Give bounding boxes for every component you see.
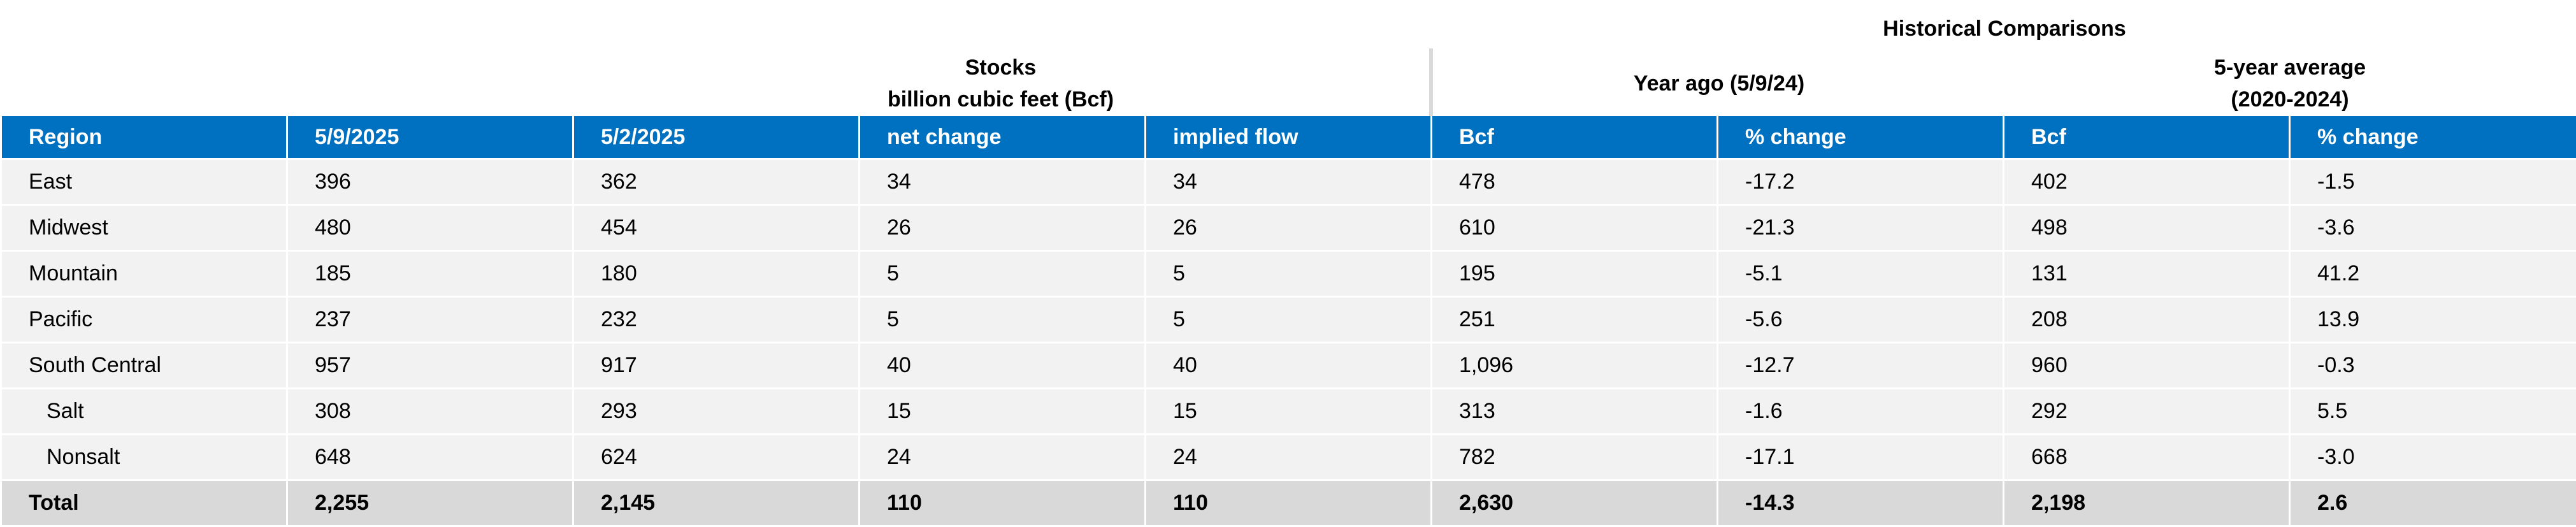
value-cell: 648: [287, 435, 573, 480]
value-cell: 180: [573, 251, 860, 297]
table-row: Salt 308 293 15 15 313 -1.6 292 5.5: [1, 389, 2576, 435]
region-cell: Midwest: [1, 205, 287, 251]
table-row: Mountain 185 180 5 5 195 -5.1 131 41.2: [1, 251, 2576, 297]
value-cell: 396: [287, 159, 573, 205]
value-cell: 293: [573, 389, 860, 435]
column-header-row: Region 5/9/2025 5/2/2025 net change impl…: [1, 116, 2576, 159]
value-cell: 185: [287, 251, 573, 297]
value-cell: -12.7: [1718, 343, 2004, 389]
value-cell: -1.5: [2290, 159, 2576, 205]
value-cell: 34: [860, 159, 1146, 205]
table-row: East 396 362 34 34 478 -17.2 402 -1.5: [1, 159, 2576, 205]
value-cell: -0.3: [2290, 343, 2576, 389]
value-cell: 454: [573, 205, 860, 251]
region-cell: South Central: [1, 343, 287, 389]
region-cell: Pacific: [1, 297, 287, 343]
value-cell: 15: [1146, 389, 1432, 435]
col-header-year-ago-pct: % change: [1718, 116, 2004, 159]
value-cell: 237: [287, 297, 573, 343]
value-cell: 624: [573, 435, 860, 480]
col-header-prior-week: 5/2/2025: [573, 116, 860, 159]
region-cell: Total: [1, 480, 287, 526]
value-cell: -1.6: [1718, 389, 2004, 435]
region-cell: Salt: [1, 389, 287, 435]
value-cell: 110: [1146, 480, 1432, 526]
historical-comparisons-title: Historical Comparisons: [1433, 13, 2576, 45]
value-cell: 131: [2004, 251, 2290, 297]
storage-table: Region 5/9/2025 5/2/2025 net change impl…: [0, 116, 2576, 527]
table-row: Midwest 480 454 26 26 610 -21.3 498 -3.6: [1, 205, 2576, 251]
total-row: Total 2,255 2,145 110 110 2,630 -14.3 2,…: [1, 480, 2576, 526]
value-cell: -14.3: [1718, 480, 2004, 526]
value-cell: 26: [1146, 205, 1432, 251]
col-header-current-week: 5/9/2025: [287, 116, 573, 159]
value-cell: 2,255: [287, 480, 573, 526]
value-cell: 2,630: [1432, 480, 1718, 526]
value-cell: 5: [1146, 251, 1432, 297]
value-cell: 313: [1432, 389, 1718, 435]
region-cell: Mountain: [1, 251, 287, 297]
col-header-net-change: net change: [860, 116, 1146, 159]
col-header-year-ago-bcf: Bcf: [1432, 116, 1718, 159]
value-cell: 402: [2004, 159, 2290, 205]
value-cell: 5.5: [2290, 389, 2576, 435]
table-row: Pacific 237 232 5 5 251 -5.6 208 13.9: [1, 297, 2576, 343]
value-cell: 292: [2004, 389, 2290, 435]
value-cell: 110: [860, 480, 1146, 526]
value-cell: 960: [2004, 343, 2290, 389]
value-cell: 41.2: [2290, 251, 2576, 297]
value-cell: 26: [860, 205, 1146, 251]
value-cell: 957: [287, 343, 573, 389]
value-cell: -5.6: [1718, 297, 2004, 343]
five-year-average-title: 5-year average: [2004, 52, 2576, 83]
value-cell: 251: [1432, 297, 1718, 343]
value-cell: 15: [860, 389, 1146, 435]
value-cell: 362: [573, 159, 860, 205]
value-cell: 208: [2004, 297, 2290, 343]
stocks-subtitle: billion cubic feet (Bcf): [572, 83, 1429, 115]
value-cell: -17.1: [1718, 435, 2004, 480]
value-cell: 2,145: [573, 480, 860, 526]
value-cell: 34: [1146, 159, 1432, 205]
col-header-region: Region: [1, 116, 287, 159]
col-header-implied-flow: implied flow: [1146, 116, 1432, 159]
value-cell: 232: [573, 297, 860, 343]
value-cell: 2.6: [2290, 480, 2576, 526]
five-year-average-subtitle: (2020-2024): [2004, 83, 2576, 115]
value-cell: -3.0: [2290, 435, 2576, 480]
table-row: South Central 957 917 40 40 1,096 -12.7 …: [1, 343, 2576, 389]
col-header-5yr-bcf: Bcf: [2004, 116, 2290, 159]
region-cell: Nonsalt: [1, 435, 287, 480]
value-cell: 5: [1146, 297, 1432, 343]
value-cell: 195: [1432, 251, 1718, 297]
value-cell: 40: [860, 343, 1146, 389]
value-cell: 480: [287, 205, 573, 251]
value-cell: 782: [1432, 435, 1718, 480]
value-cell: -5.1: [1718, 251, 2004, 297]
value-cell: 5: [860, 297, 1146, 343]
value-cell: 308: [287, 389, 573, 435]
value-cell: 13.9: [2290, 297, 2576, 343]
value-cell: 478: [1432, 159, 1718, 205]
region-cell: East: [1, 159, 287, 205]
value-cell: 1,096: [1432, 343, 1718, 389]
value-cell: 2,198: [2004, 480, 2290, 526]
value-cell: 610: [1432, 205, 1718, 251]
stocks-title: Stocks: [572, 52, 1429, 83]
value-cell: -3.6: [2290, 205, 2576, 251]
value-cell: 40: [1146, 343, 1432, 389]
year-ago-title: Year ago (5/9/24): [1433, 68, 2005, 99]
table-header-groups: Historical Comparisons Stocks billion cu…: [0, 0, 2576, 116]
value-cell: -17.2: [1718, 159, 2004, 205]
col-header-5yr-pct: % change: [2290, 116, 2576, 159]
table-row: Nonsalt 648 624 24 24 782 -17.1 668 -3.0: [1, 435, 2576, 480]
value-cell: 24: [860, 435, 1146, 480]
value-cell: 498: [2004, 205, 2290, 251]
value-cell: -21.3: [1718, 205, 2004, 251]
value-cell: 668: [2004, 435, 2290, 480]
value-cell: 5: [860, 251, 1146, 297]
value-cell: 24: [1146, 435, 1432, 480]
value-cell: 917: [573, 343, 860, 389]
